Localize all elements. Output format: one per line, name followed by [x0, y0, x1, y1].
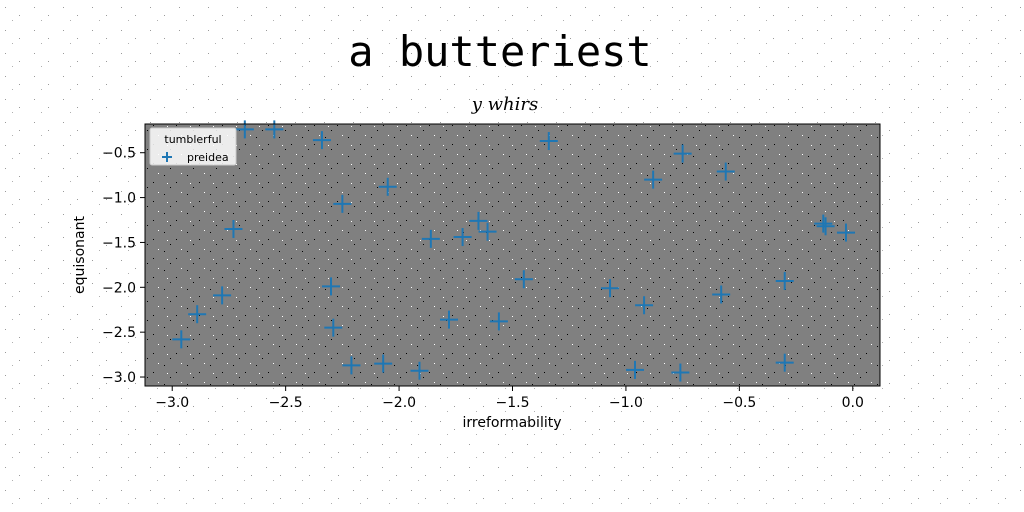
- plot-area: [145, 124, 880, 386]
- x-axis-label: irreformability: [462, 415, 561, 431]
- legend: tumblerful preidea: [149, 127, 237, 166]
- scatter-point: [265, 120, 284, 139]
- y-axis-label: equisonant: [72, 216, 88, 294]
- legend-box: [149, 127, 237, 166]
- scatter-point: [775, 353, 794, 372]
- scatter-point: [213, 286, 232, 305]
- scatter-point: [814, 214, 833, 233]
- x-tick-label: −3.0: [155, 395, 189, 411]
- scatter-point: [644, 170, 663, 189]
- legend-entry-preidea: preidea: [187, 151, 229, 164]
- scatter-point: [716, 162, 735, 181]
- scatter-point: [469, 211, 488, 230]
- y-tick-label: −2.0: [102, 280, 136, 296]
- scatter-point: [324, 318, 343, 337]
- scatter-point: [478, 222, 497, 241]
- scatter-point: [671, 363, 690, 382]
- y-tick-label: −0.5: [102, 146, 136, 162]
- y-tick-label: −2.5: [102, 325, 136, 341]
- y-tick-label: −3.0: [102, 370, 136, 386]
- y-tick-label: −1.5: [102, 235, 136, 251]
- scatter-point: [374, 354, 393, 373]
- scatter-point: [673, 144, 692, 163]
- scatter-point: [539, 132, 558, 151]
- x-tick-label: −2.5: [269, 395, 303, 411]
- scatter-point: [489, 312, 508, 331]
- scatter-point: [410, 361, 429, 380]
- scatter-point: [601, 279, 620, 298]
- scatter-point: [342, 356, 361, 375]
- scatter-point: [439, 310, 458, 329]
- scatter-point: [421, 229, 440, 248]
- legend-title: tumblerful: [164, 133, 221, 146]
- scatter-point: [712, 285, 731, 304]
- scatter-point: [312, 131, 331, 150]
- x-tick-label: −0.5: [722, 395, 756, 411]
- scatter-point: [775, 272, 794, 291]
- scatter-point: [378, 177, 397, 196]
- scatter-point: [224, 219, 243, 238]
- scatter-point: [322, 277, 341, 296]
- y-axis: −0.5 −1.0 −1.5 −2.0 −2.5 −3.0: [102, 146, 145, 386]
- scatter-point: [235, 120, 254, 139]
- chart-subtitle: y whirs: [471, 94, 539, 115]
- legend-marker-preidea: [162, 152, 172, 162]
- scatter-point: [188, 305, 207, 324]
- scatter-point: [816, 217, 835, 236]
- scatter-point: [172, 330, 191, 349]
- x-tick-label: −1.5: [496, 395, 530, 411]
- scatter-point: [836, 223, 855, 242]
- scatter-marks: [172, 120, 855, 382]
- scatter-point: [514, 270, 533, 289]
- chart-title: a butteriest: [348, 27, 651, 76]
- scatter-point: [635, 296, 654, 315]
- x-axis: −3.0 −2.5 −2.0 −1.5 −1.0 −0.5 0.0: [155, 386, 864, 411]
- x-tick-label: −1.0: [609, 395, 643, 411]
- x-tick-label: −2.0: [382, 395, 416, 411]
- y-tick-label: −1.0: [102, 191, 136, 207]
- x-tick-label: 0.0: [842, 395, 864, 411]
- scatter-point: [333, 194, 352, 213]
- plot-speckle: [145, 124, 880, 386]
- scatter-point: [626, 360, 644, 379]
- scatter-point: [453, 228, 472, 247]
